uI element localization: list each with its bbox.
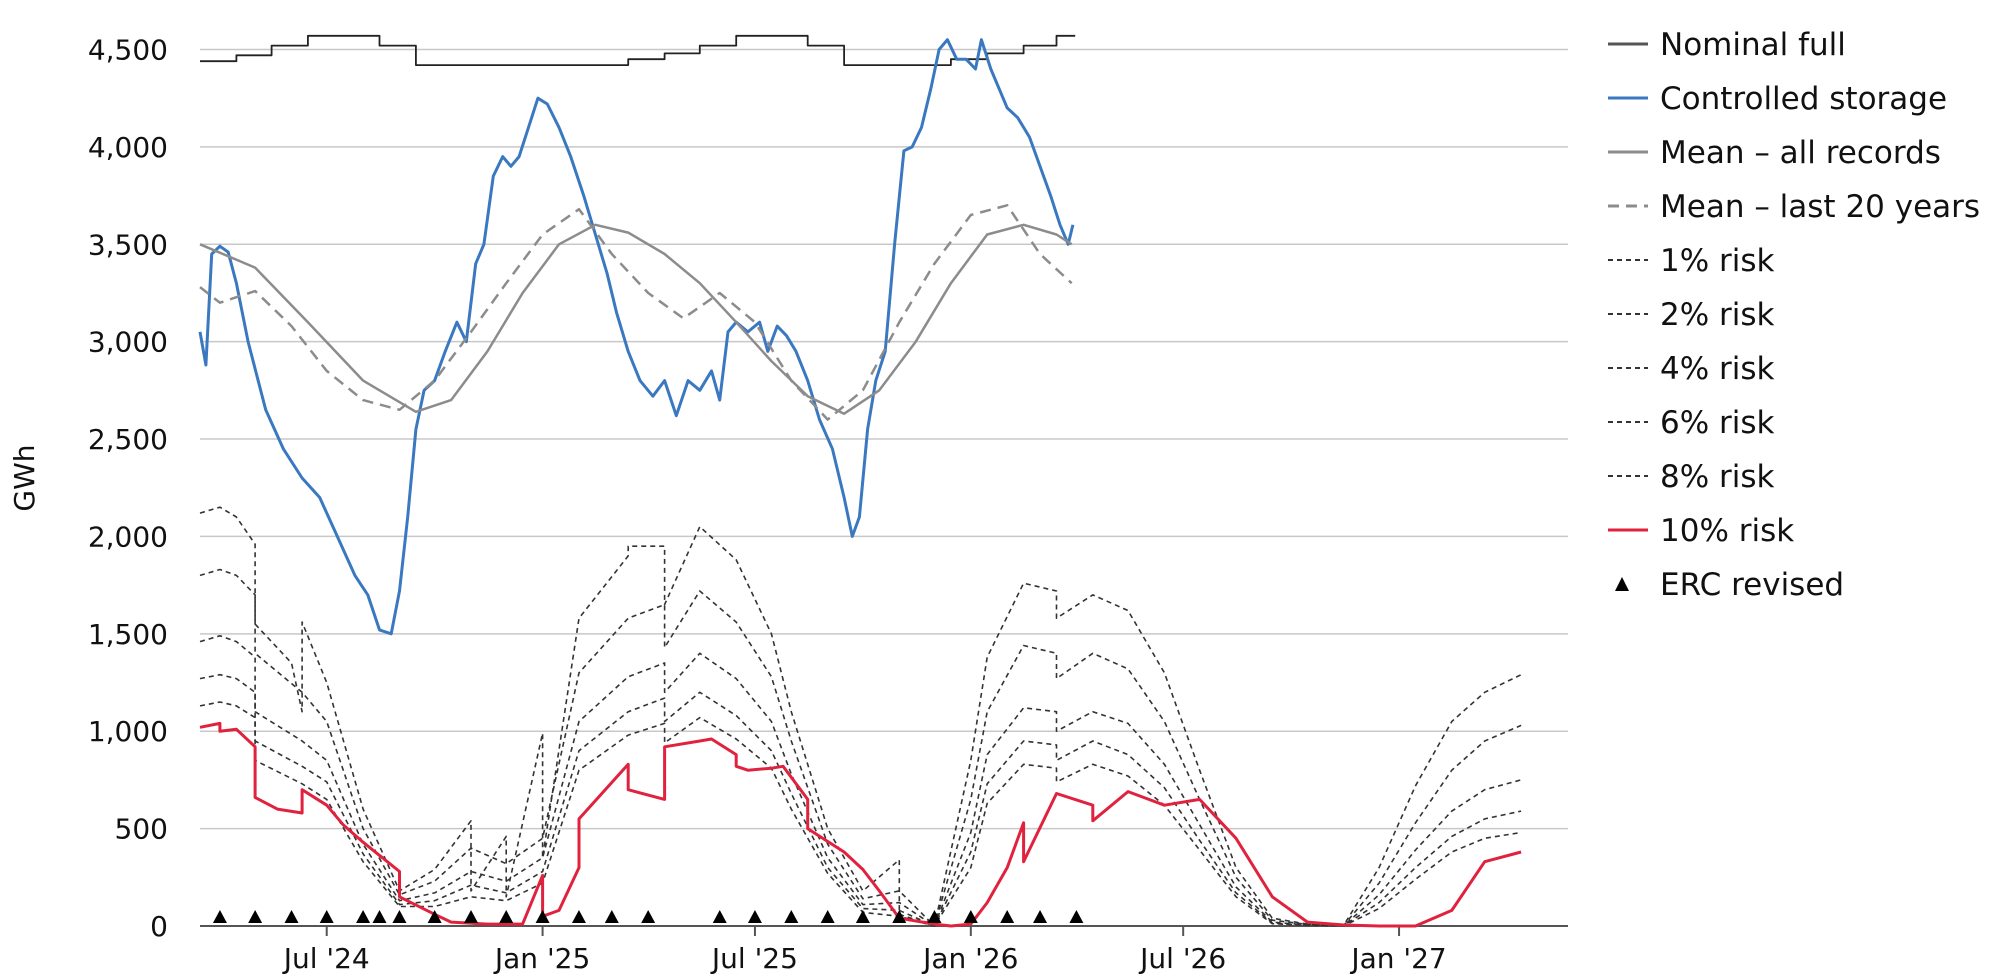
- erc-revised-marker: [604, 910, 619, 923]
- y-tick-label: 0: [150, 910, 168, 943]
- y-tick-label: 1,500: [88, 618, 168, 651]
- erc-revised-marker: [212, 910, 227, 923]
- erc-revised-marker: [464, 910, 479, 923]
- y-tick-label: 500: [115, 813, 168, 846]
- x-tick-label: Jan '27: [1349, 942, 1446, 975]
- legend-label: 8% risk: [1660, 459, 1775, 495]
- y-axis-tick-labels: 0 500 1,000 1,500 2,000 2,500 3,000 3,500 4,000 4…: [88, 33, 168, 943]
- erc-revised-marker: [535, 910, 550, 923]
- y-tick-label: 4,000: [88, 131, 168, 164]
- y-axis-title: GWh: [8, 444, 41, 511]
- series-line-8-risk: [199, 701, 1522, 927]
- series-line-10-risk: [199, 721, 1522, 928]
- erc-revised-marker: [1033, 910, 1048, 923]
- erc-revised-marker: [372, 910, 387, 923]
- erc-revised-marker: [427, 910, 442, 923]
- legend: Nominal full Controlled storage Mean – all…: [1608, 27, 1980, 603]
- erc-revised-marker: [356, 910, 371, 923]
- series-line-mean-last-20-years: [199, 204, 1073, 421]
- x-axis: Jul '24 Jan '25 Jul '25 Jan '26 Jul '26 Jan '…: [200, 925, 1568, 975]
- legend-label: Controlled storage: [1660, 81, 1947, 117]
- gridlines: [200, 48, 1568, 830]
- legend-label: 6% risk: [1660, 405, 1775, 441]
- erc-revised-marker: [1000, 910, 1015, 923]
- erc-revised-marker: [641, 910, 656, 923]
- y-tick-label: 4,500: [88, 33, 168, 66]
- y-tick-label: 3,000: [88, 326, 168, 359]
- erc-revised-marker: [712, 910, 727, 923]
- erc-revised-marker: [319, 910, 334, 923]
- legend-label: Nominal full: [1660, 27, 1846, 63]
- x-tick-label: Jan '25: [493, 942, 590, 975]
- erc-revised-marker: [1069, 910, 1084, 923]
- erc-revised-marker: [284, 910, 299, 923]
- x-tick-label: Jul '25: [710, 942, 798, 975]
- legend-label: 10% risk: [1660, 513, 1794, 549]
- erc-revised-marker: [248, 910, 263, 923]
- erc-revised-marker: [820, 910, 835, 923]
- legend-label: Mean – all records: [1660, 135, 1941, 171]
- legend-label: 4% risk: [1660, 351, 1775, 387]
- legend-label: 1% risk: [1660, 243, 1775, 279]
- series-line-controlled-storage: [198, 38, 1075, 636]
- y-tick-label: 2,000: [88, 520, 168, 553]
- erc-revised-marker: [784, 910, 799, 923]
- x-tick-label: Jul '26: [1138, 942, 1226, 975]
- legend-swatch-triangle: [1615, 577, 1629, 591]
- legend-label: Mean – last 20 years: [1660, 189, 1980, 225]
- y-tick-label: 2,500: [88, 423, 168, 456]
- erc-revised-marker: [392, 910, 407, 923]
- legend-label: 2% risk: [1660, 297, 1775, 333]
- series-layer: [198, 34, 1522, 928]
- x-tick-label: Jul '24: [282, 942, 370, 975]
- series-line-1-risk: [199, 506, 1522, 927]
- erc-revised-marker: [892, 910, 907, 923]
- x-tick-label: Jan '26: [921, 942, 1018, 975]
- erc-revised-marker: [855, 910, 870, 923]
- legend-label: ERC revised: [1660, 567, 1844, 603]
- erc-revised-markers: [212, 910, 1084, 923]
- erc-revised-marker: [499, 910, 514, 923]
- y-tick-label: 3,500: [88, 228, 168, 261]
- erc-revised-marker: [747, 910, 762, 923]
- series-line-nominal-full: [200, 34, 1076, 66]
- erc-revised-marker: [571, 910, 586, 923]
- erc-revised-marker: [927, 910, 942, 923]
- y-tick-label: 1,000: [88, 715, 168, 748]
- series-line-2-risk: [199, 568, 1522, 927]
- series-line-mean-all-records: [199, 223, 1073, 415]
- erc-revised-marker: [963, 910, 978, 923]
